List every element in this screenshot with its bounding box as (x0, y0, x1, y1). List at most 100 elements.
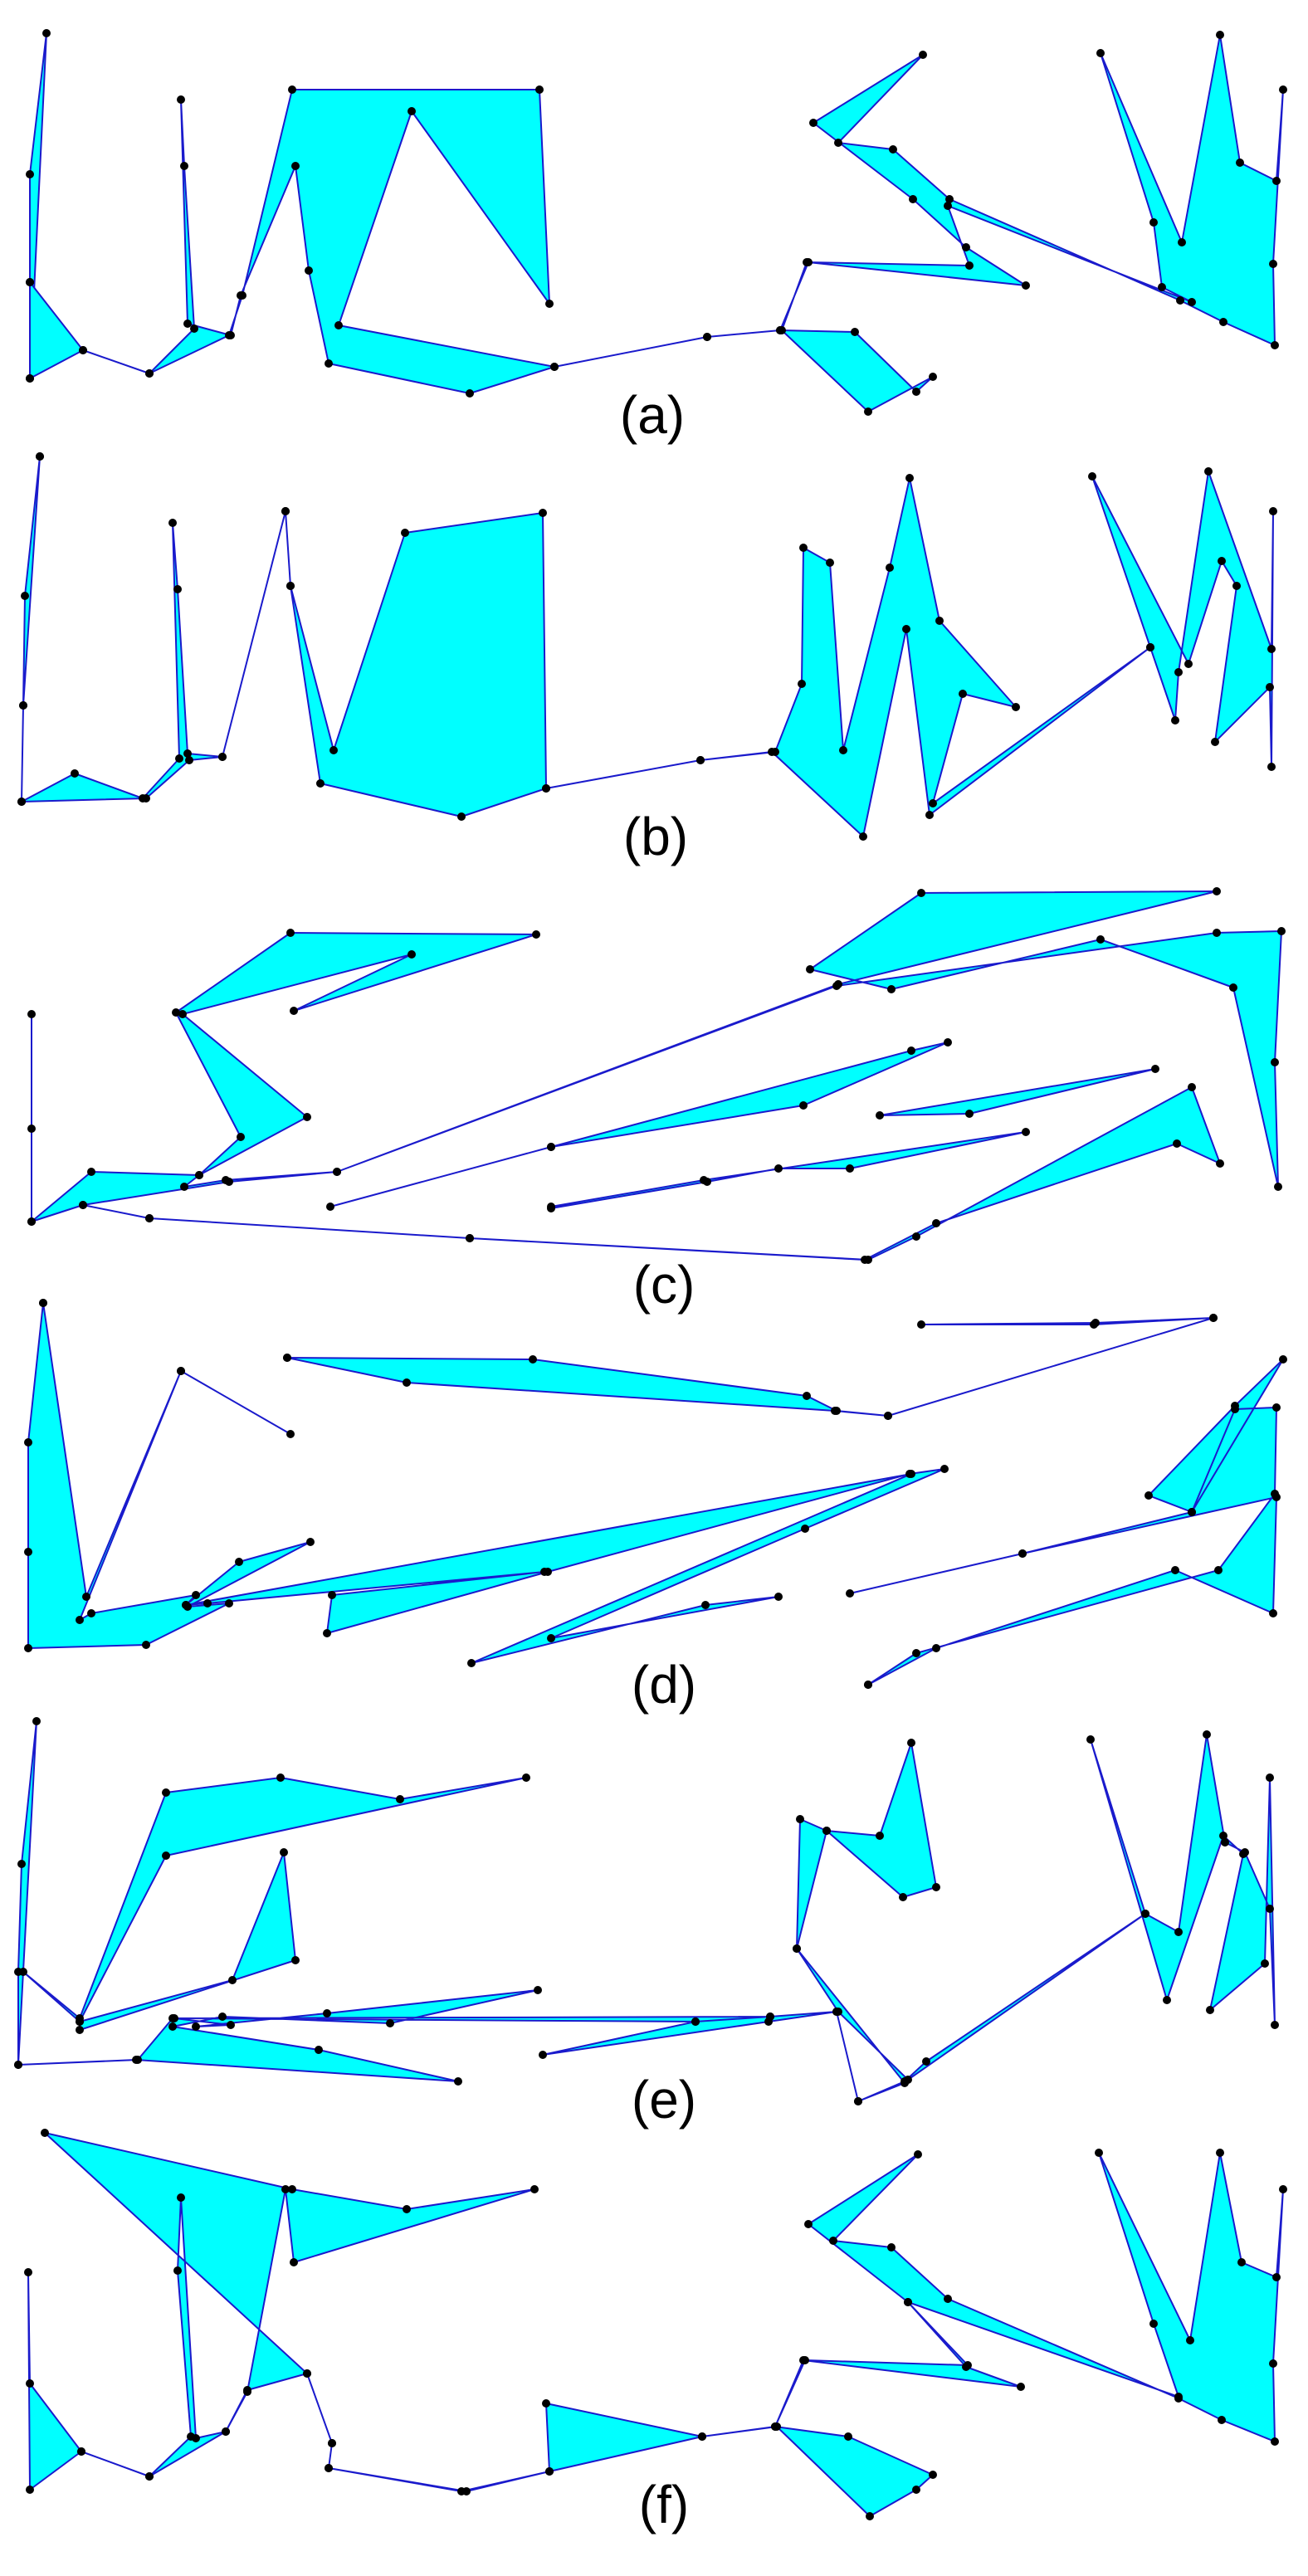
panel-b-vertex (905, 474, 914, 482)
panel-b-vertex (542, 784, 550, 793)
panel-c-vertex (290, 1007, 298, 1015)
panel-d: (d) (24, 1299, 1287, 1715)
panel-c-vertex (326, 1203, 334, 1211)
panel-f-vertex (964, 2361, 972, 2369)
panel-f-vertex (1174, 2393, 1183, 2401)
panel-f-vertex (829, 2237, 837, 2245)
panel-f-vertex (187, 2432, 195, 2441)
panel-f-vertex (1237, 2258, 1246, 2266)
panel-e-vertex (832, 2008, 841, 2016)
panel-b-vertex (329, 746, 338, 754)
panel-c-vertex (887, 985, 896, 993)
panel-d-vertex (24, 1438, 32, 1447)
panel-e-vertex (900, 2077, 909, 2086)
panel-f-vertex (41, 2129, 49, 2137)
panel-d-vertex (831, 1407, 839, 1415)
panel-a-vertex (962, 243, 970, 251)
panel-a-vertex (305, 266, 313, 275)
panel-b-polygon-2 (545, 471, 1274, 837)
panel-a-polygon-2 (29, 34, 1284, 412)
panel-c-vertex (912, 1232, 920, 1241)
panel-c-vertex (834, 980, 842, 988)
panel-d-polygons (24, 1299, 1287, 1689)
panel-e-vertex (1219, 1832, 1227, 1840)
panel-c-vertex (145, 1214, 154, 1222)
panel-f-vertex (801, 2356, 809, 2364)
panel-c-vertex (876, 1111, 884, 1120)
panel-b-label: (b) (623, 807, 688, 866)
panel-e-vertex (793, 1944, 801, 1953)
panel-b-vertex (839, 746, 847, 754)
panel-d-vertex (286, 1430, 295, 1438)
panel-e-vertex (1174, 1928, 1183, 1936)
panel-e-vertex (14, 2061, 22, 2069)
panel-e-vertex (796, 1815, 804, 1823)
panel-d-vertex (328, 1591, 336, 1599)
panel-a-vertex (535, 85, 544, 94)
panel-a-vertex (929, 373, 937, 381)
panel-b-vertex (1171, 716, 1179, 724)
panel-c-polygons (27, 887, 1286, 1264)
panel-c-vertex (27, 1010, 36, 1018)
panel-a-vertex (919, 51, 927, 59)
panel-e-vertex (1203, 1730, 1211, 1739)
panel-b-vertex (799, 544, 808, 552)
panel-d-vertex (306, 1538, 315, 1546)
panel-c-vertex (944, 1038, 952, 1046)
panel-b-vertex (1012, 703, 1020, 711)
panel-b-vertex (17, 798, 26, 806)
panel-b-vertex (935, 617, 944, 625)
panel-d-label: (d) (632, 1655, 696, 1715)
panel-a-vertex (889, 145, 897, 154)
panel-f-vertex (26, 2486, 34, 2494)
panel-e-vertex (691, 2017, 700, 2026)
panel-c-vertex (172, 1008, 180, 1017)
panel-f-polygon-1 (27, 2132, 1284, 2517)
panel-a-vertex (145, 369, 154, 378)
panel-f-vertex (944, 2295, 952, 2303)
panel-a-vertex (26, 374, 34, 383)
panel-b-vertex (168, 519, 177, 527)
panel-a-vertex (864, 407, 872, 416)
panel-e-vertex (876, 1832, 884, 1840)
panel-c-vertex (547, 1204, 555, 1212)
panel-a-vertex (912, 388, 920, 396)
panel-d-vertex (1279, 1355, 1287, 1364)
panel-f-vertex (530, 2185, 539, 2193)
panel-c-vertex (1173, 1139, 1181, 1148)
panel-a-vertex (408, 107, 416, 115)
panel-c-vertex (774, 1164, 783, 1173)
panel-d-vertex (1231, 1402, 1239, 1410)
panel-b-vertex (71, 769, 79, 778)
panel-c-vertex (932, 1219, 940, 1227)
panel-d-vertex (917, 1320, 925, 1329)
panel-f-vertex (1017, 2383, 1025, 2391)
panel-a-vertex (809, 119, 818, 127)
panel-a-vertex (965, 261, 974, 270)
panel-a-vertex (227, 331, 235, 339)
panel-f-vertex (177, 2193, 185, 2202)
panel-a-vertex (183, 320, 192, 328)
panel-c-vertex (1216, 1159, 1224, 1168)
panel-d-vertex (235, 1558, 243, 1566)
panel-b-vertex (902, 625, 910, 633)
panel-a-vertex (237, 291, 245, 300)
panel-c-vertex (27, 1125, 36, 1133)
panel-e-vertex (822, 1827, 831, 1835)
panel-f-vertex (866, 2512, 874, 2520)
panel-e-vertex (76, 2017, 84, 2026)
panel-a-vertex (79, 346, 87, 354)
panel-e-vertex (1206, 2006, 1214, 2014)
panel-b-vertex (1232, 582, 1241, 590)
panel-e-vertex (932, 1883, 940, 1891)
panel-b-vertex (19, 701, 27, 710)
panel-b-vertex (925, 811, 934, 819)
panel-b-polygons (17, 452, 1277, 841)
panel-c-vertex (907, 1046, 915, 1055)
panel-d-vertex (1018, 1549, 1027, 1558)
panel-c-polygon-1 (31, 890, 1282, 1261)
panel-e-vertex (134, 2056, 142, 2064)
panel-d-vertex (529, 1355, 537, 1364)
panel-e-vertex (323, 2009, 331, 2017)
panel-b-vertex (36, 452, 44, 461)
